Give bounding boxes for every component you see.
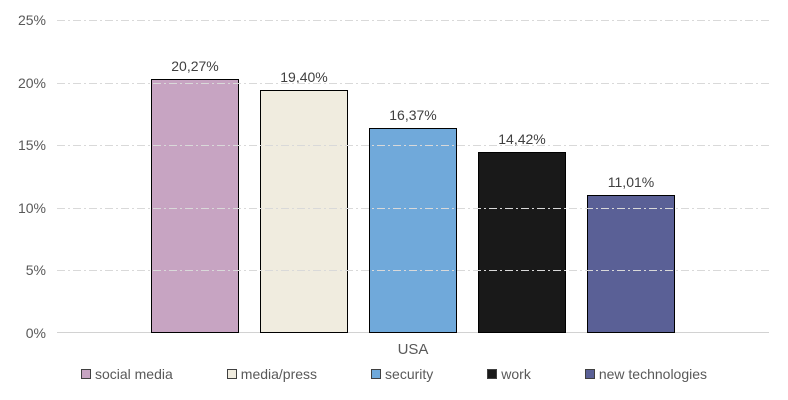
- y-axis-tick-label: 10%: [17, 199, 46, 216]
- bar-data-label: 11,01%: [607, 174, 655, 190]
- bar-data-label: 20,27%: [171, 58, 219, 74]
- legend: social media media/press security work new t…: [0, 366, 788, 382]
- gridline-5%: [57, 270, 769, 272]
- y-axis-tick-label: 15%: [17, 137, 46, 154]
- legend-label: social media: [94, 366, 173, 382]
- gridline-20%: [57, 82, 769, 84]
- bar-social-media: [151, 79, 239, 333]
- bar-security: [369, 128, 457, 333]
- legend-swatch-icon: [584, 369, 595, 379]
- legend-label: new technologies: [598, 366, 708, 382]
- gridline-15%: [57, 145, 769, 147]
- y-axis-tick-label: 0%: [25, 325, 46, 341]
- bar-data-label: 14,42%: [498, 131, 546, 147]
- legend-swatch-icon: [80, 369, 91, 379]
- legend-label: media/press: [240, 366, 318, 382]
- bar-group-security: 16,37%: [369, 107, 457, 333]
- legend-item-security: security: [371, 366, 433, 382]
- legend-item-new-technologies: new technologies: [584, 366, 708, 382]
- bar-data-label: 19,40%: [280, 69, 328, 85]
- legend-item-media-press: media/press: [226, 366, 318, 382]
- legend-swatch-icon: [226, 369, 237, 379]
- legend-swatch-icon: [487, 369, 498, 379]
- legend-item-work: work: [487, 366, 531, 382]
- bar-group-social-media: 20,27%: [151, 58, 239, 333]
- bar-data-label: 16,37%: [389, 107, 437, 123]
- x-axis-label: USA: [397, 341, 429, 358]
- bars-container: 20,27% 19,40% 16,37% 14,42% 11,01%: [57, 20, 769, 333]
- plot-area: 20,27% 19,40% 16,37% 14,42% 11,01% 0% 5% 10% 15…: [18, 13, 769, 340]
- gridline-10%: [57, 207, 769, 209]
- legend-item-social-media: social media: [80, 366, 173, 382]
- bar-group-work: 14,42%: [478, 131, 566, 333]
- gridline-25%: [57, 20, 769, 21]
- legend-label: work: [501, 366, 531, 382]
- legend-label: security: [385, 366, 434, 382]
- bar-media-press: [260, 90, 348, 333]
- legend-swatch-icon: [371, 369, 382, 379]
- bar-new-technologies: [587, 195, 675, 333]
- bar-group-new-technologies: 11,01%: [587, 174, 675, 333]
- y-axis-tick-label: 25%: [17, 12, 46, 28]
- y-axis-tick-label: 20%: [17, 74, 46, 91]
- bar-group-media-press: 19,40%: [260, 69, 348, 333]
- y-axis-tick-label: 5%: [25, 262, 46, 279]
- bar-work: [478, 152, 566, 333]
